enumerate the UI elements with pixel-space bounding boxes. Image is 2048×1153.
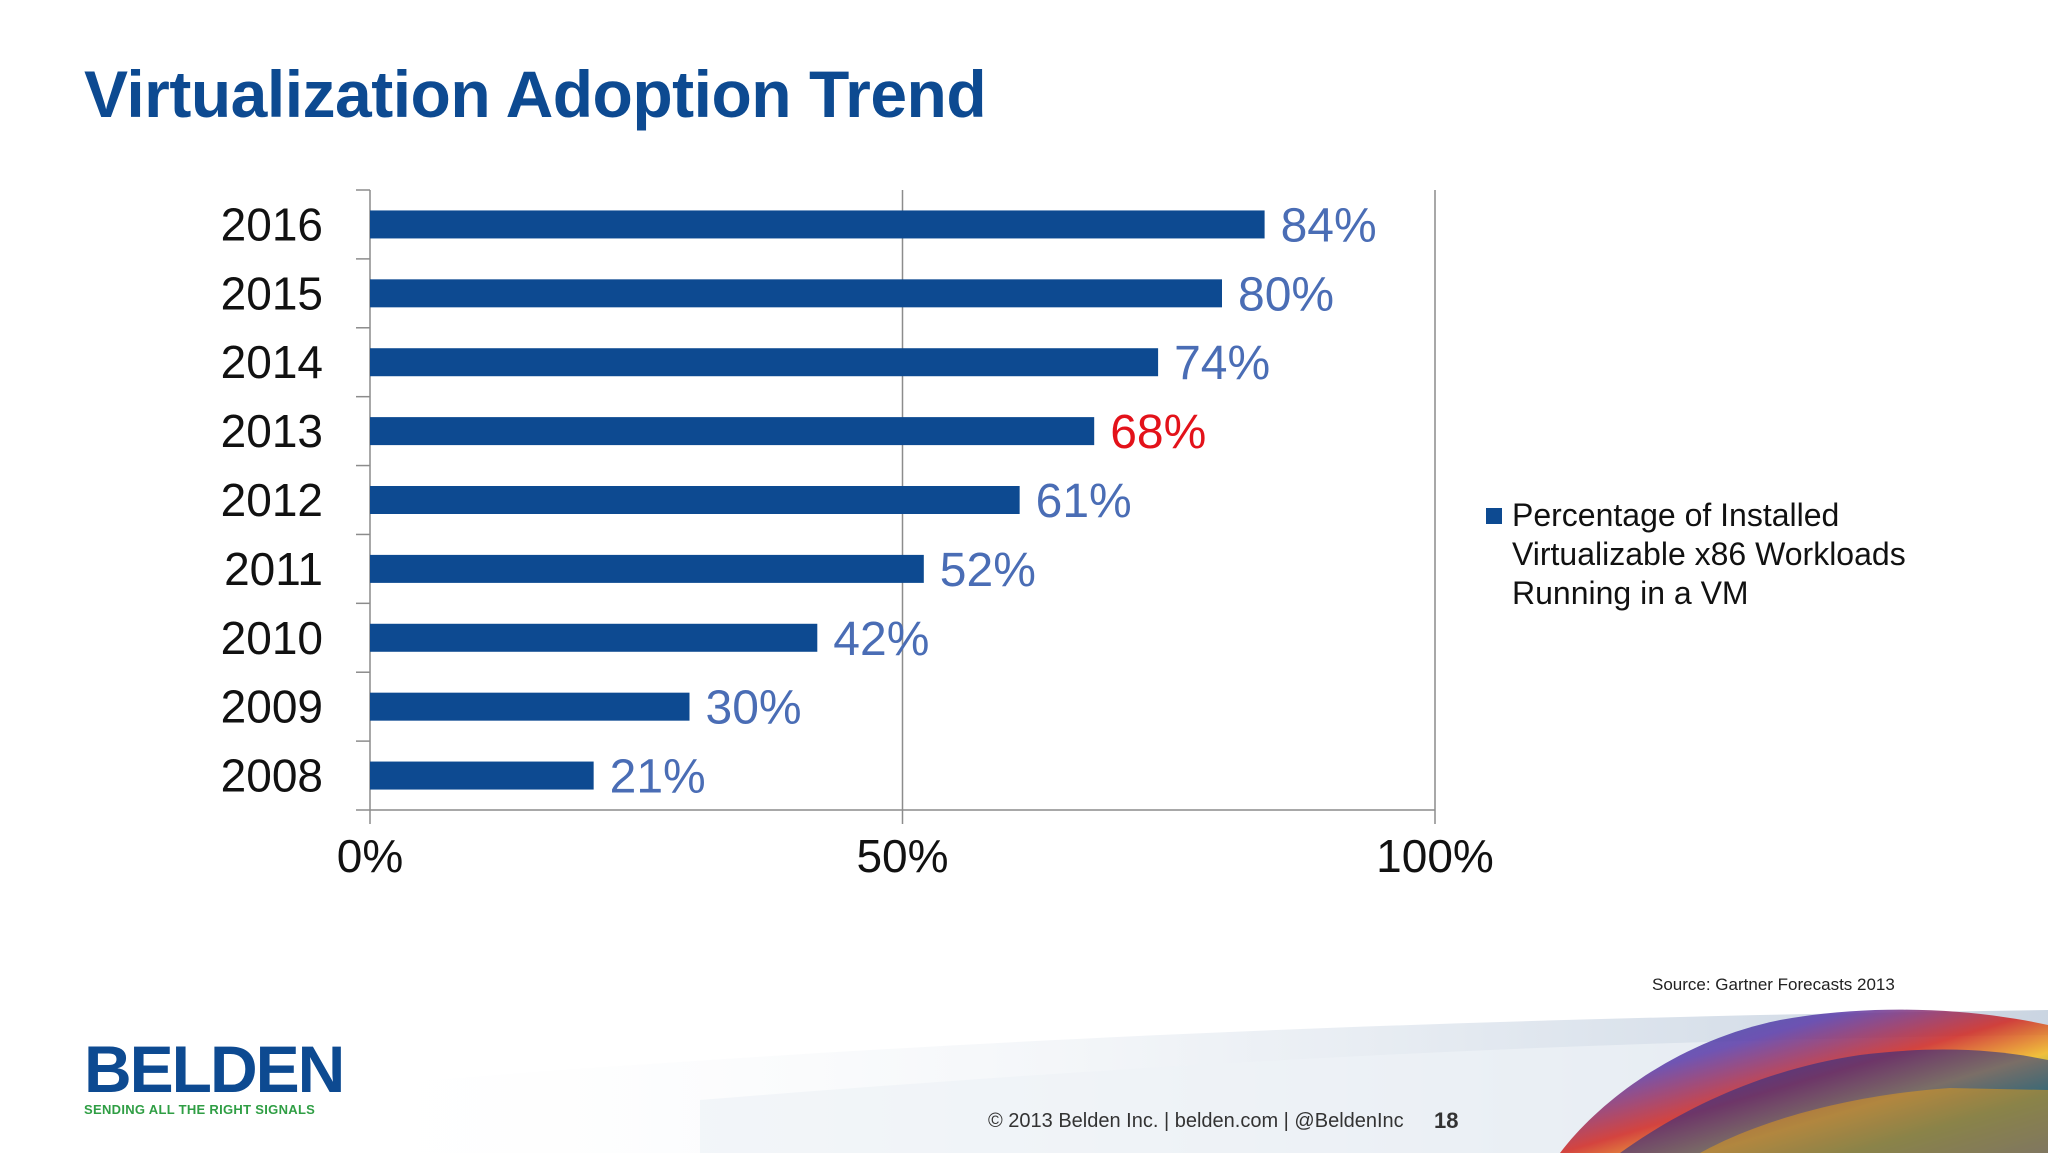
data-label-2010: 42%: [833, 613, 929, 666]
bar-2013: [370, 417, 1095, 446]
x-tick-label: 100%: [1376, 830, 1494, 882]
slide-title: Virtualization Adoption Trend: [84, 57, 987, 131]
decorative-wave-band: [300, 1009, 2048, 1153]
data-label-2011: 52%: [940, 544, 1036, 597]
y-tick-label: 2012: [221, 474, 323, 526]
y-tick-label: 2013: [221, 405, 323, 457]
bar-2008: [370, 761, 594, 790]
bar-2016: [370, 210, 1265, 239]
data-label-2013: 68%: [1110, 406, 1206, 459]
x-tick-label: 50%: [856, 830, 948, 882]
data-label-2008: 21%: [610, 751, 706, 804]
chart-legend: Percentage of Installed Virtualizable x8…: [1486, 496, 1906, 613]
y-tick-label: 2014: [221, 336, 323, 388]
footer-copyright: © 2013 Belden Inc. | belden.com | @Belde…: [988, 1110, 1404, 1132]
bar-2011: [370, 554, 924, 583]
legend-swatch: [1486, 508, 1502, 524]
bar-2012: [370, 486, 1020, 514]
data-label-2012: 61%: [1036, 475, 1132, 528]
y-tick-label: 2008: [221, 750, 323, 802]
y-tick-label: 2010: [221, 612, 323, 664]
bar-2010: [370, 623, 818, 652]
y-tick-label: 2016: [221, 198, 323, 250]
logo-wordmark: BELDEN: [84, 1032, 345, 1106]
data-label-2014: 74%: [1174, 337, 1270, 390]
bar-2014: [370, 348, 1159, 377]
data-label-2016: 84%: [1281, 199, 1377, 252]
y-tick-label: 2015: [221, 267, 323, 319]
y-tick-label: 2011: [224, 543, 323, 595]
logo-tagline: SENDING ALL THE RIGHT SIGNALS: [84, 1102, 316, 1117]
bar-chart: 0% 50% 100% 2016 84% 2015 80% 2014 74% 2013 68% 201…: [221, 189, 1494, 882]
bar-2015: [370, 279, 1222, 308]
y-tick-label: 2009: [221, 681, 323, 733]
page-number: 18: [1434, 1108, 1459, 1133]
source-note: Source: Gartner Forecasts 2013: [1652, 975, 1895, 994]
data-label-2015: 80%: [1238, 268, 1334, 321]
x-tick-label: 0%: [337, 830, 403, 882]
legend-label: Percentage of Installed Virtualizable x8…: [1512, 497, 1906, 611]
data-label-2009: 30%: [706, 682, 802, 735]
belden-logo: BELDEN SENDING ALL THE RIGHT SIGNALS: [84, 1032, 345, 1117]
bar-2009: [370, 692, 690, 721]
